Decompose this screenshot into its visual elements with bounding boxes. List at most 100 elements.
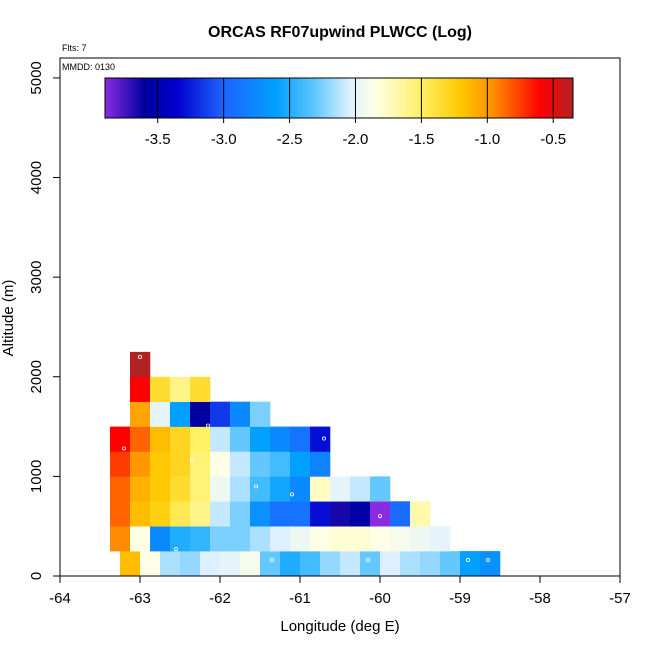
heatmap-cell (220, 551, 241, 577)
x-tick-label: -63 (129, 590, 151, 607)
heatmap-cell (350, 501, 371, 527)
x-tick-label: -60 (369, 590, 391, 607)
heatmap-cell (170, 376, 191, 402)
heatmap-cell (110, 501, 131, 527)
x-tick-label: -58 (529, 590, 551, 607)
heatmap-cell (210, 426, 231, 452)
colorbar-tick-label: -2.0 (343, 131, 369, 148)
heatmap-cell (230, 501, 251, 527)
heatmap-cell (270, 451, 291, 477)
heatmap-cell (170, 526, 191, 552)
heatmap-cell (170, 401, 191, 427)
heatmap-cell (250, 451, 271, 477)
heatmap-cell (380, 551, 401, 577)
x-tick-label: -64 (49, 590, 71, 607)
sample-point (321, 436, 326, 441)
heatmap-cell (310, 501, 331, 527)
colorbar-tick-label: -1.5 (408, 131, 434, 148)
x-tick-label: -62 (209, 590, 231, 607)
heatmap-cell (390, 501, 411, 527)
y-tick-label: 1000 (28, 460, 45, 493)
heatmap-cell (140, 551, 161, 577)
x-axis-label: Longitude (deg E) (280, 618, 399, 635)
heatmap-cell (110, 451, 131, 477)
sample-point (173, 547, 178, 552)
heatmap-cell (310, 526, 331, 552)
x-tick-label: -61 (289, 590, 311, 607)
heatmap-cell (170, 451, 191, 477)
heatmap-cell (190, 476, 211, 502)
heatmap-cell (260, 551, 281, 577)
heatmap-cell (180, 551, 201, 577)
plot-frame (59, 57, 621, 577)
sample-point (269, 558, 274, 563)
heatmap-cell (150, 376, 171, 402)
heatmap-cell (230, 451, 251, 477)
heatmap-cell (290, 501, 311, 527)
heatmap-cell (400, 551, 421, 577)
heatmap-cell (350, 476, 371, 502)
heatmap-cell (350, 526, 371, 552)
heatmap-cell (150, 526, 171, 552)
colorbar-tick-label: -2.5 (277, 131, 303, 148)
sample-point (377, 514, 382, 519)
colorbar-tick-label: -3.0 (211, 131, 237, 148)
sample-point (137, 354, 142, 359)
sample-points (122, 354, 490, 563)
y-tick-label: 5000 (28, 61, 45, 94)
colorbar-ticks: -3.5 -3.0 -2.5 -2.0 -1.5 -1.0 -0.5 (145, 78, 566, 148)
heatmap-cell (170, 501, 191, 527)
heatmap-cell (270, 526, 291, 552)
x-tick-label: -57 (609, 590, 631, 607)
heatmap-cell (190, 401, 211, 427)
heatmap-cell (210, 526, 231, 552)
heatmap-cell (190, 376, 211, 402)
y-axis: 0 1000 2000 3000 4000 5000 (28, 61, 60, 580)
y-axis-label: Altitude (m) (0, 280, 17, 357)
heatmap-cell (300, 551, 321, 577)
y-tick-label: 3000 (28, 260, 45, 293)
heatmap-cell (230, 426, 251, 452)
heatmap-cell (370, 526, 391, 552)
heatmap-cell (370, 476, 391, 502)
heatmap-cell (150, 451, 171, 477)
x-axis: -64 -63 -62 -61 -60 -59 -58 -57 (49, 576, 631, 607)
heatmap-cell (250, 401, 271, 427)
heatmap-cell (330, 476, 351, 502)
y-tick-label: 4000 (28, 161, 45, 194)
sample-point (465, 558, 470, 563)
heatmap-cell (210, 476, 231, 502)
heatmap-cell (370, 501, 391, 527)
heatmap-cell (290, 476, 311, 502)
heatmap-cell (430, 526, 451, 552)
heatmap-cell (150, 401, 171, 427)
heatmap-cell (130, 476, 151, 502)
heatmap-cell (270, 501, 291, 527)
sample-point (189, 458, 194, 463)
heatmap-cell (150, 476, 171, 502)
sample-point (141, 558, 146, 563)
heatmap-cell (130, 526, 151, 552)
heatmap-cell (390, 526, 411, 552)
heatmap-cell (460, 551, 481, 577)
heatmap-cell (310, 476, 331, 502)
heatmap-cell (130, 426, 151, 452)
heatmap-cell (110, 526, 131, 552)
heatmap-cell (250, 476, 271, 502)
heatmap-cell (110, 476, 131, 502)
heatmap-cell (410, 526, 431, 552)
sample-point (485, 558, 490, 563)
heatmap-cell (110, 426, 131, 452)
chart-title: ORCAS RF07upwind PLWCC (Log) (208, 24, 472, 41)
heatmap-cell (290, 426, 311, 452)
heatmap-cell (330, 501, 351, 527)
heatmap-cell (310, 426, 331, 452)
heatmap-cell (230, 476, 251, 502)
heatmap-cell (280, 551, 301, 577)
heatmap-cell (290, 526, 311, 552)
heatmap-cell (210, 501, 231, 527)
colorbar-tick-label: -1.0 (474, 131, 500, 148)
heatmap-cell (210, 451, 231, 477)
heatmap-cell (130, 401, 151, 427)
